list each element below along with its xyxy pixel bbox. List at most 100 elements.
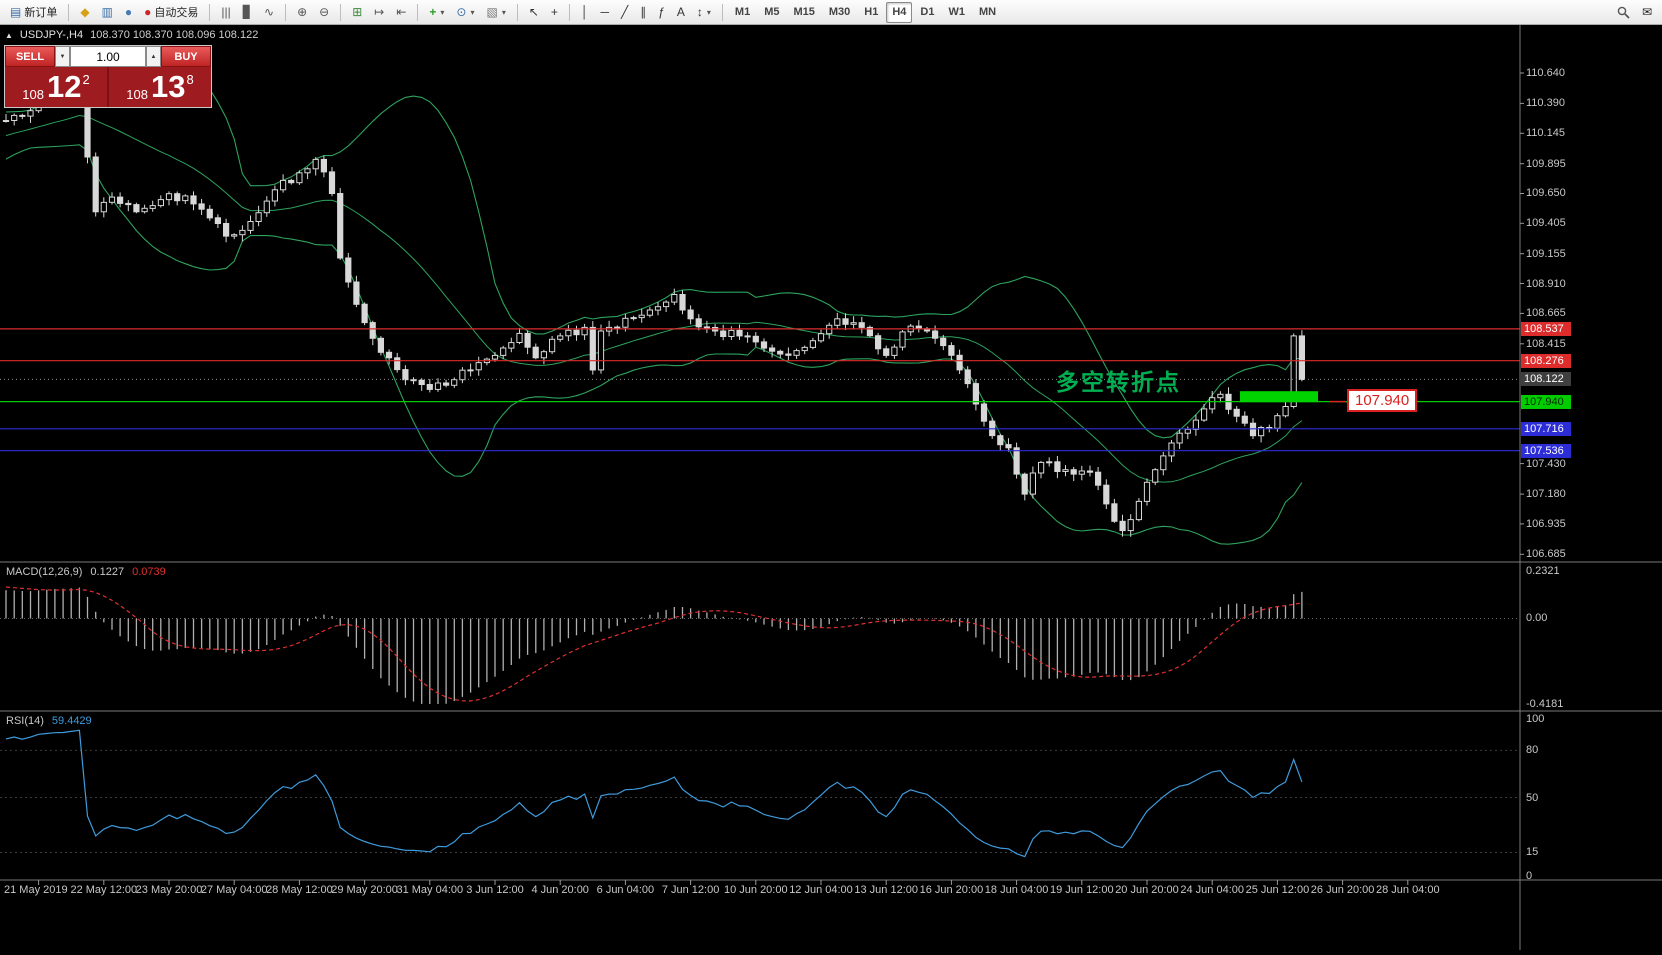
lot-up-button[interactable]: ▲ [146,46,161,67]
tile-windows-button[interactable]: ⊞ [347,2,367,23]
candlestick-series [2,80,1306,537]
price-scale-label: 109.405 [1526,217,1566,230]
price-scale-label: 110.640 [1526,67,1565,80]
tile-windows-icon: ⊞ [352,5,363,19]
highlight-rectangle[interactable] [1240,391,1318,403]
rsi-indicator-label: RSI(14) 59.4429 [6,715,92,727]
rsi-scale-label: 15 [1526,846,1539,859]
toolbar-separator [568,3,570,21]
timeframe-m30-button[interactable]: M30 [823,2,856,23]
periods-button[interactable]: ⊙ ▾ [451,2,479,23]
sell-price[interactable]: 108 12 2 [5,67,107,107]
macd-signal-value: 0.0739 [132,566,166,578]
zoom-out-button[interactable]: ⊖ [314,2,334,23]
rsi-scale-label: 50 [1526,791,1539,804]
timeframe-h4-button[interactable]: H4 [886,1,913,23]
arrows-caret-icon: ▾ [706,7,711,17]
text-icon: A [676,5,685,19]
timeframe-m1-button[interactable]: M1 [729,2,756,23]
price-scale-label: 107.180 [1526,488,1566,501]
time-scale-label: 6 Jun 04:00 [596,884,655,896]
ohlc-values: 108.370 108.370 108.096 108.122 [90,29,259,41]
timeframe-w1-button[interactable]: W1 [942,2,971,23]
periods-caret-icon: ▾ [470,7,475,17]
zoom-in-button[interactable]: ⊕ [292,2,312,23]
equidistant-channel-button[interactable]: ∥ [635,2,651,23]
time-scale-label: 29 May 20:00 [331,884,398,896]
bars-chart-button[interactable]: ||| [216,2,235,23]
crosshair-button[interactable]: + [546,2,563,23]
chart-annotation-text[interactable]: 多空转折点 [1056,369,1181,395]
autotrading-button[interactable]: ● 自动交易 [139,2,203,23]
rsi-scale-label: 100 [1526,713,1545,725]
buy-price[interactable]: 108 13 8 [109,67,211,107]
autotrading-label: 自动交易 [154,7,199,19]
time-scale-label: 4 Jun 20:00 [531,884,589,896]
fibonacci-icon: ƒ [658,5,665,19]
sell-price-pip: 2 [82,72,90,87]
timeframe-m5-button[interactable]: M5 [758,2,785,23]
sell-price-big: 12 [46,69,82,104]
auto-scroll-button[interactable]: ↦ [369,2,389,23]
market-watch-icon: ◆ [80,5,90,19]
toolbar-separator [209,3,211,21]
data-window-button[interactable]: ▥ [97,2,118,23]
price-callout-label[interactable]: 107.940 [1347,389,1418,412]
find-symbol-button[interactable] [1612,2,1635,23]
sell-button[interactable]: SELL [5,46,55,67]
one-click-trading-panel: SELL ▼ ▲ BUY 108 12 2 108 13 8 [4,45,212,108]
candlestick-chart-icon: ▊ [242,5,253,19]
macd-name: MACD(12,26,9) [6,566,83,578]
price-tag-108.537: 108.537 [1521,321,1571,336]
time-scale-label: 26 Jun 20:00 [1310,884,1375,896]
toolbar-left-group: ▤ 新订单 ◆ ▥ ● ● 自动交易 ||| ▊ ∿ ⊕ ⊖ ⊞ ↦ ⇤ + ▾ ⊙ ▾ ▧ ▾ ↖ + │ ─ ╱ ∥ ƒ A ↕ ▾ M1… [4,0,1003,24]
rsi-levels [0,749,1520,853]
panel-dividers[interactable] [0,25,1662,950]
macd-indicator-label: MACD(12,26,9) 0.1227 0.0739 [6,566,166,578]
fibonacci-button[interactable]: ƒ [653,2,670,23]
timeframe-m15-button[interactable]: M15 [787,2,820,23]
price-scale-label: 110.145 [1526,127,1565,140]
line-chart-icon: ∿ [264,5,275,19]
indicators-icon: + [429,5,437,19]
template-icon: ▧ [486,5,498,19]
buy-button[interactable]: BUY [161,46,211,67]
new-order-icon: ▤ [10,5,22,19]
timeframe-mn-button[interactable]: MN [973,2,1002,23]
candlestick-chart-button[interactable]: ▊ [238,2,257,23]
new-order-button[interactable]: ▤ 新订单 [5,2,62,23]
price-scale-label: 106.685 [1526,548,1566,561]
cursor-button[interactable]: ↖ [524,2,544,23]
zoom-in-icon: ⊕ [297,5,308,19]
text-button[interactable]: A [672,2,690,23]
mail-button[interactable]: ✉ [1637,2,1657,23]
time-scale-label: 12 Jun 04:00 [789,884,853,896]
vertical-line-button[interactable]: │ [576,2,594,23]
trendline-button[interactable]: ╱ [616,2,633,23]
arrows-button[interactable]: ↕ ▾ [692,2,716,23]
chart-shift-button[interactable]: ⇤ [391,2,411,23]
lot-down-button[interactable]: ▼ [55,46,70,67]
toolbar-separator [285,3,287,21]
horizontal-line-button[interactable]: ─ [595,2,614,23]
line-chart-button[interactable]: ∿ [259,2,279,23]
time-scale-label: 3 Jun 12:00 [466,884,524,896]
market-watch-button[interactable]: ◆ [75,2,94,23]
sell-price-prefix: 108 [22,87,44,102]
indicators-button[interactable]: + ▾ [424,2,449,23]
symbol-period-label: USDJPY-,H4 [19,29,84,41]
timeframe-h1-button[interactable]: H1 [858,2,884,23]
timeframe-d1-button[interactable]: D1 [914,2,940,23]
price-tag-107.716: 107.716 [1521,421,1571,436]
crosshair-icon: + [550,5,558,19]
navigator-button[interactable]: ● [120,2,137,23]
new-order-label: 新订单 [24,7,58,19]
price-scale-label: 107.430 [1526,457,1566,470]
lot-size-input[interactable] [70,46,146,67]
one-click-collapse-icon[interactable]: ▲ [5,30,13,40]
macd-scale-label: 0.00 [1526,612,1548,625]
template-button[interactable]: ▧ ▾ [482,2,511,23]
time-scale-label: 27 May 04:00 [200,884,268,896]
